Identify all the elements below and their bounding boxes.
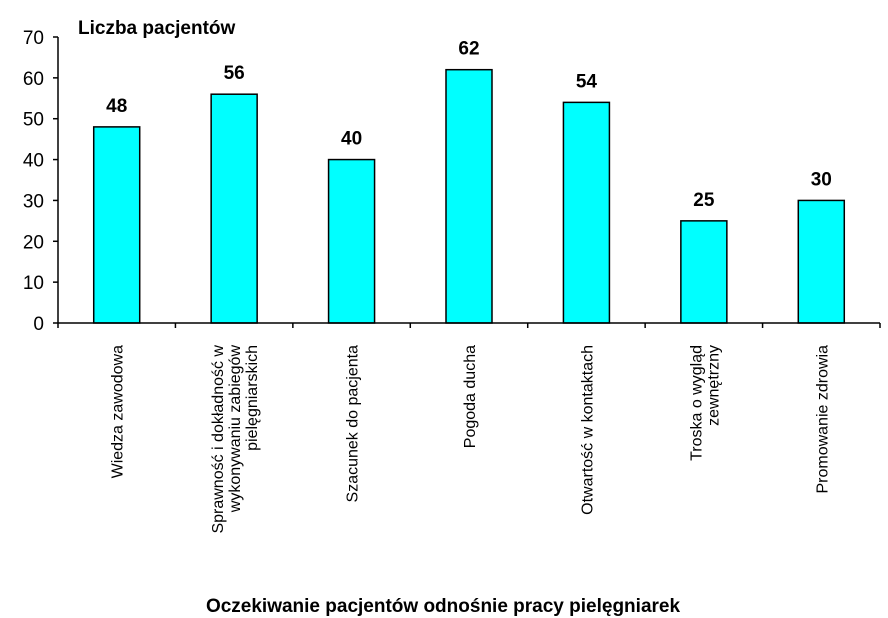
- bar: [445, 68, 493, 324]
- data-label: 40: [341, 129, 362, 150]
- y-tick-label: 40: [23, 151, 44, 172]
- bar: [210, 93, 258, 324]
- bar: [797, 199, 846, 324]
- category-label-line: Sprawność i dokładność w: [210, 345, 227, 534]
- data-label: 56: [224, 63, 245, 84]
- y-tick-label: 20: [23, 232, 44, 253]
- category-label-line: pielęgniarskich: [244, 345, 261, 451]
- y-tick-label: 10: [23, 273, 44, 294]
- x-axis-title: Oczekiwanie pacjentów odnośnie pracy pie…: [206, 596, 681, 617]
- category-label-line: Wiedza zawodowa: [110, 345, 127, 479]
- y-tick-label: 60: [23, 69, 44, 90]
- bar: [92, 126, 141, 324]
- data-label: 62: [458, 39, 479, 60]
- category-label-line: Promowanie zdrowia: [814, 345, 831, 494]
- category-label-line: Troska o wygląd: [688, 345, 705, 461]
- data-label: 48: [106, 96, 127, 117]
- category-label: Otwartość w kontaktach: [579, 345, 596, 515]
- data-label: 25: [693, 190, 715, 211]
- bar: [327, 158, 376, 324]
- y-tick-label: 30: [23, 191, 44, 212]
- bar: [562, 101, 611, 324]
- category-label: Wiedza zawodowa: [110, 345, 127, 479]
- bars: [92, 68, 846, 324]
- category-label: Pogoda ducha: [462, 345, 479, 448]
- category-label-line: Szacunek do pacjenta: [345, 345, 362, 503]
- data-labels: 48 56 40 62 54 25 30: [106, 39, 832, 211]
- y-axis-title: Liczba pacjentów: [78, 18, 236, 39]
- data-label: 54: [576, 71, 598, 92]
- category-label-line: wykonywaniu zabiegów: [227, 345, 244, 514]
- y-tick-label: 50: [23, 110, 44, 131]
- y-axis: 0 10 20 30 40 50 60 70: [23, 28, 881, 335]
- bar: [680, 220, 728, 324]
- category-label: Promowanie zdrowia: [814, 345, 831, 494]
- y-tick-label: 0: [33, 314, 44, 335]
- category-label-line: Otwartość w kontaktach: [579, 345, 596, 515]
- category-label: Szacunek do pacjenta: [345, 345, 362, 503]
- category-label: Sprawność i dokładność w wykonywaniu zabi…: [210, 345, 261, 534]
- category-label-line: zewnętrzny: [705, 345, 722, 426]
- category-label-line: Pogoda ducha: [462, 345, 479, 448]
- category-label: Troska o wygląd zewnętrzny: [688, 345, 722, 461]
- data-label: 30: [811, 169, 832, 190]
- y-tick-label: 70: [23, 28, 44, 49]
